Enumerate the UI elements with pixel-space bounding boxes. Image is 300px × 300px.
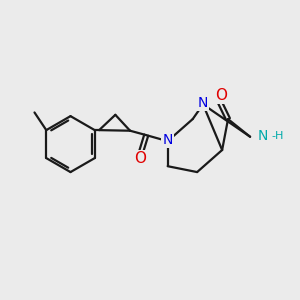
Text: N: N — [198, 96, 208, 110]
Text: O: O — [215, 88, 227, 103]
Text: -H: -H — [271, 131, 284, 141]
Text: N: N — [257, 129, 268, 143]
Text: N: N — [163, 133, 173, 147]
Text: O: O — [134, 151, 146, 166]
